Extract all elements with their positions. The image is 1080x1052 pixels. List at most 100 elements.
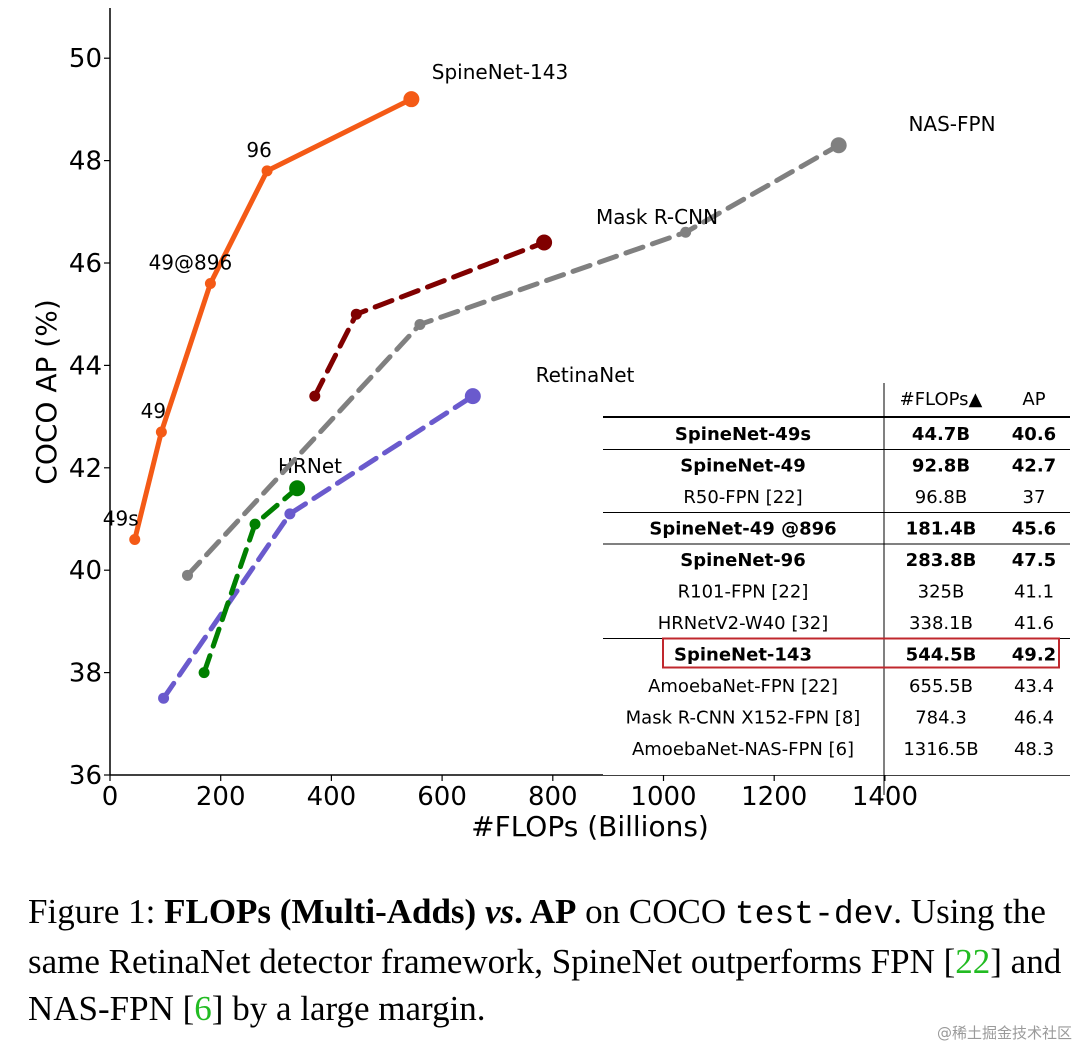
caption-text-4: ] by a large margin. [211,989,486,1028]
caption-text-1: on COCO [576,892,735,931]
spinenet-143-point [129,533,141,545]
table-cell-model: R101-FPN [22] [678,582,809,603]
caption-bold-2: . AP [514,892,577,931]
caption-vs: vs [484,892,515,931]
table-cell-flops: 283.8B [906,550,977,571]
table-cell-model: SpineNet-96 [680,550,805,571]
spinenet-143-point [204,277,216,289]
spinenet-143-point-label: 49 [141,399,166,423]
table-cell-model: AmoebaNet-NAS-FPN [6] [632,739,854,760]
mask-r-cnn-point [536,234,553,251]
caption-prefix: Figure 1: [28,892,165,931]
y-axis-title: COCO AP (%) [30,299,63,484]
spinenet-143-point [261,165,273,177]
table-cell-ap: 40.6 [1012,424,1056,445]
mask-r-cnn-label: Mask R-CNN [596,205,718,229]
retinanet-point [158,692,170,704]
table-cell-ap: 37 [1023,487,1046,508]
table-cell-flops: 181.4B [906,519,977,540]
nas-fpn-point [181,569,193,581]
table-background [603,383,1070,775]
spinenet-143-line [132,96,414,542]
table-header-flops: #FLOPs▲ [900,389,983,410]
table-cell-model: SpineNet-49 @896 [649,519,836,540]
table-cell-flops: 544.5B [906,645,977,666]
x-tick-label: 1200 [741,782,807,812]
spinenet-143-point-label: 49@896 [149,250,233,274]
table-cell-flops: 92.8B [912,456,970,477]
nas-fpn-label: NAS-FPN [908,112,995,136]
table-cell-flops: 325B [918,582,965,603]
y-tick-label: 46 [69,249,102,279]
hrnet-line [201,485,300,676]
x-axis-title: #FLOPs (Billions) [471,810,709,843]
x-tick-label: 600 [417,782,467,812]
table-cell-ap: 43.4 [1014,676,1054,697]
x-tick-label: 0 [102,782,119,812]
x-tick-label: 200 [196,782,246,812]
nas-fpn-point [830,137,847,154]
retinanet-point [464,388,481,405]
table-cell-flops: 338.1B [909,613,973,634]
spinenet-143-point [403,91,420,108]
caption-ref-1[interactable]: 22 [955,942,991,981]
nas-fpn-point [414,318,426,330]
retinanet-point [284,508,296,520]
spinenet-143-point-label: 49s [103,506,139,530]
table-cell-ap: 49.2 [1012,645,1056,666]
table-cell-flops: 655.5B [909,676,973,697]
table-cell-ap: 48.3 [1014,739,1054,760]
y-tick-label: 42 [69,454,102,484]
x-tick-label: 1000 [630,782,696,812]
caption-text-2: . Using the same RetinaNet detector fram… [28,892,1046,981]
caption-ref-2[interactable]: 6 [194,989,212,1028]
table-cell-ap: 45.6 [1012,519,1056,540]
mask-r-cnn-point [309,390,321,402]
caption-bold-1: FLOPs (Multi-Adds) [164,892,485,931]
hrnet-point [249,518,261,530]
nas-fpn-line [184,142,842,578]
table-cell-model: Mask R-CNN X152-FPN [8] [626,708,861,729]
y-tick-label: 38 [69,659,102,689]
watermark: @稀土掘金技术社区 [936,1024,1072,1042]
table-cell-model: SpineNet-49 [680,456,805,477]
y-tick-label: 50 [69,44,102,74]
y-tick-label: 36 [69,761,102,791]
spinenet-143-point-label: 96 [246,138,271,162]
y-tick-label: 40 [69,556,102,586]
figure-caption: Figure 1: FLOPs (Multi-Adds) vs. AP on C… [28,888,1068,1032]
table-cell-ap: 47.5 [1012,550,1056,571]
table-cell-flops: 784.3 [915,708,967,729]
x-tick-label: 1400 [852,782,918,812]
spinenet-143-label: SpineNet-143 [432,60,568,84]
table-cell-ap: 46.4 [1014,708,1054,729]
hrnet-point [289,480,306,497]
axes: 0 200 400 600 800 1000 1200 1400 36 38 40 42 44 46 48 5… [69,8,1070,812]
table-cell-ap: 41.1 [1014,582,1054,603]
table-cell-flops: 96.8B [915,487,967,508]
table-header-ap: AP [1022,389,1045,410]
table-cell-model: HRNetV2-W40 [32] [658,613,829,634]
results-table: #FLOPs▲ AP SpineNet-49s 44.7B 40.6 SpineNet-4… [603,383,1070,795]
hrnet-point [198,667,210,679]
y-tick-label: 44 [69,351,102,381]
table-highlight-box [662,637,1060,669]
x-tick-label: 400 [307,782,357,812]
table-cell-ap: 41.6 [1014,613,1054,634]
table-cell-model: SpineNet-49s [675,424,811,445]
spinenet-143-point [155,426,167,438]
table-cell-model: AmoebaNet-FPN [22] [648,676,838,697]
flops-vs-ap-chart: 0 200 400 600 800 1000 1200 1400 36 38 40 42 44 46 48 5… [30,8,1070,843]
mask-r-cnn-point [350,308,362,320]
y-tick-label: 48 [69,147,102,177]
x-tick-label: 800 [528,782,578,812]
caption-text-3: ] and NAS-FPN [ [28,942,1062,1028]
table-cell-model: R50-FPN [22] [683,487,802,508]
nas-fpn-point [680,226,692,238]
table-cell-flops: 1316.5B [903,739,978,760]
table-cell-ap: 42.7 [1012,456,1056,477]
caption-mono: test-dev [734,896,894,933]
table-cell-model: SpineNet-143 [674,645,812,666]
table-cell-flops: 44.7B [912,424,970,445]
